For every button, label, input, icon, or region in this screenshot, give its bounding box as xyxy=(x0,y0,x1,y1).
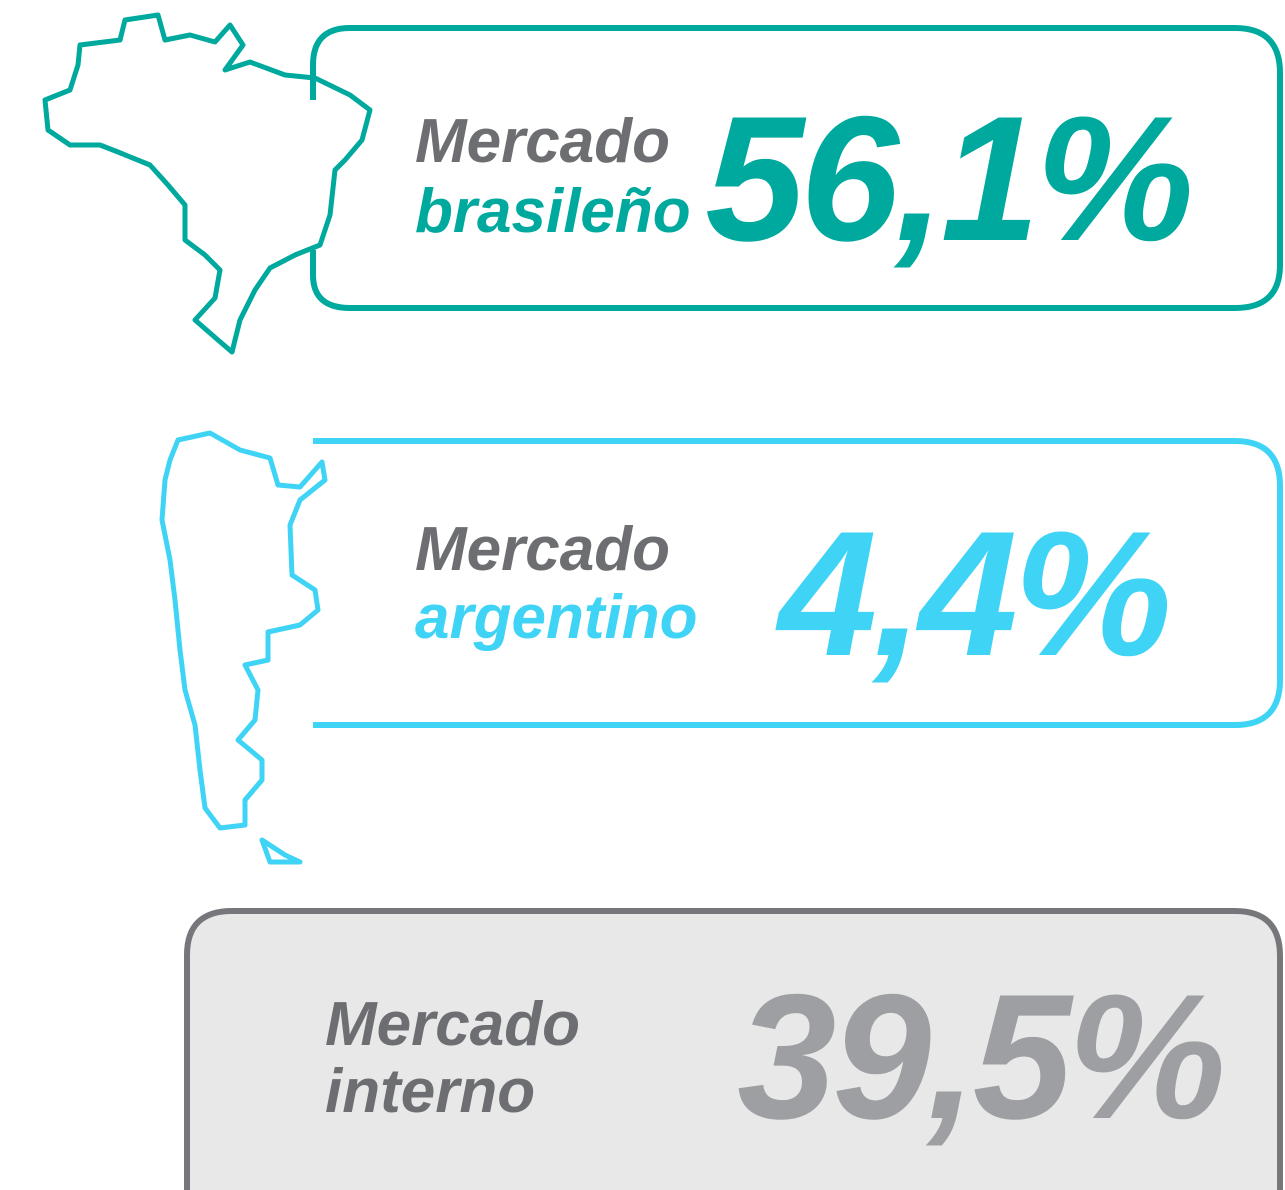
map-brazil xyxy=(42,12,373,355)
label-line1: Mercado xyxy=(325,990,580,1059)
value: 56,1% xyxy=(705,79,1190,278)
label-line2: interno xyxy=(325,1057,535,1126)
label-line2: brasileño xyxy=(415,177,691,246)
value: 4,4% xyxy=(775,494,1168,693)
label-line2: argentino xyxy=(415,583,697,652)
label-line1: Mercado xyxy=(415,107,670,176)
value: 39,5% xyxy=(737,957,1222,1156)
map-argentina xyxy=(159,430,328,865)
label-line1: Mercado xyxy=(415,515,670,584)
box-brazil xyxy=(310,25,1283,311)
box-internal xyxy=(184,908,1283,1190)
box-argentina xyxy=(313,438,1283,728)
